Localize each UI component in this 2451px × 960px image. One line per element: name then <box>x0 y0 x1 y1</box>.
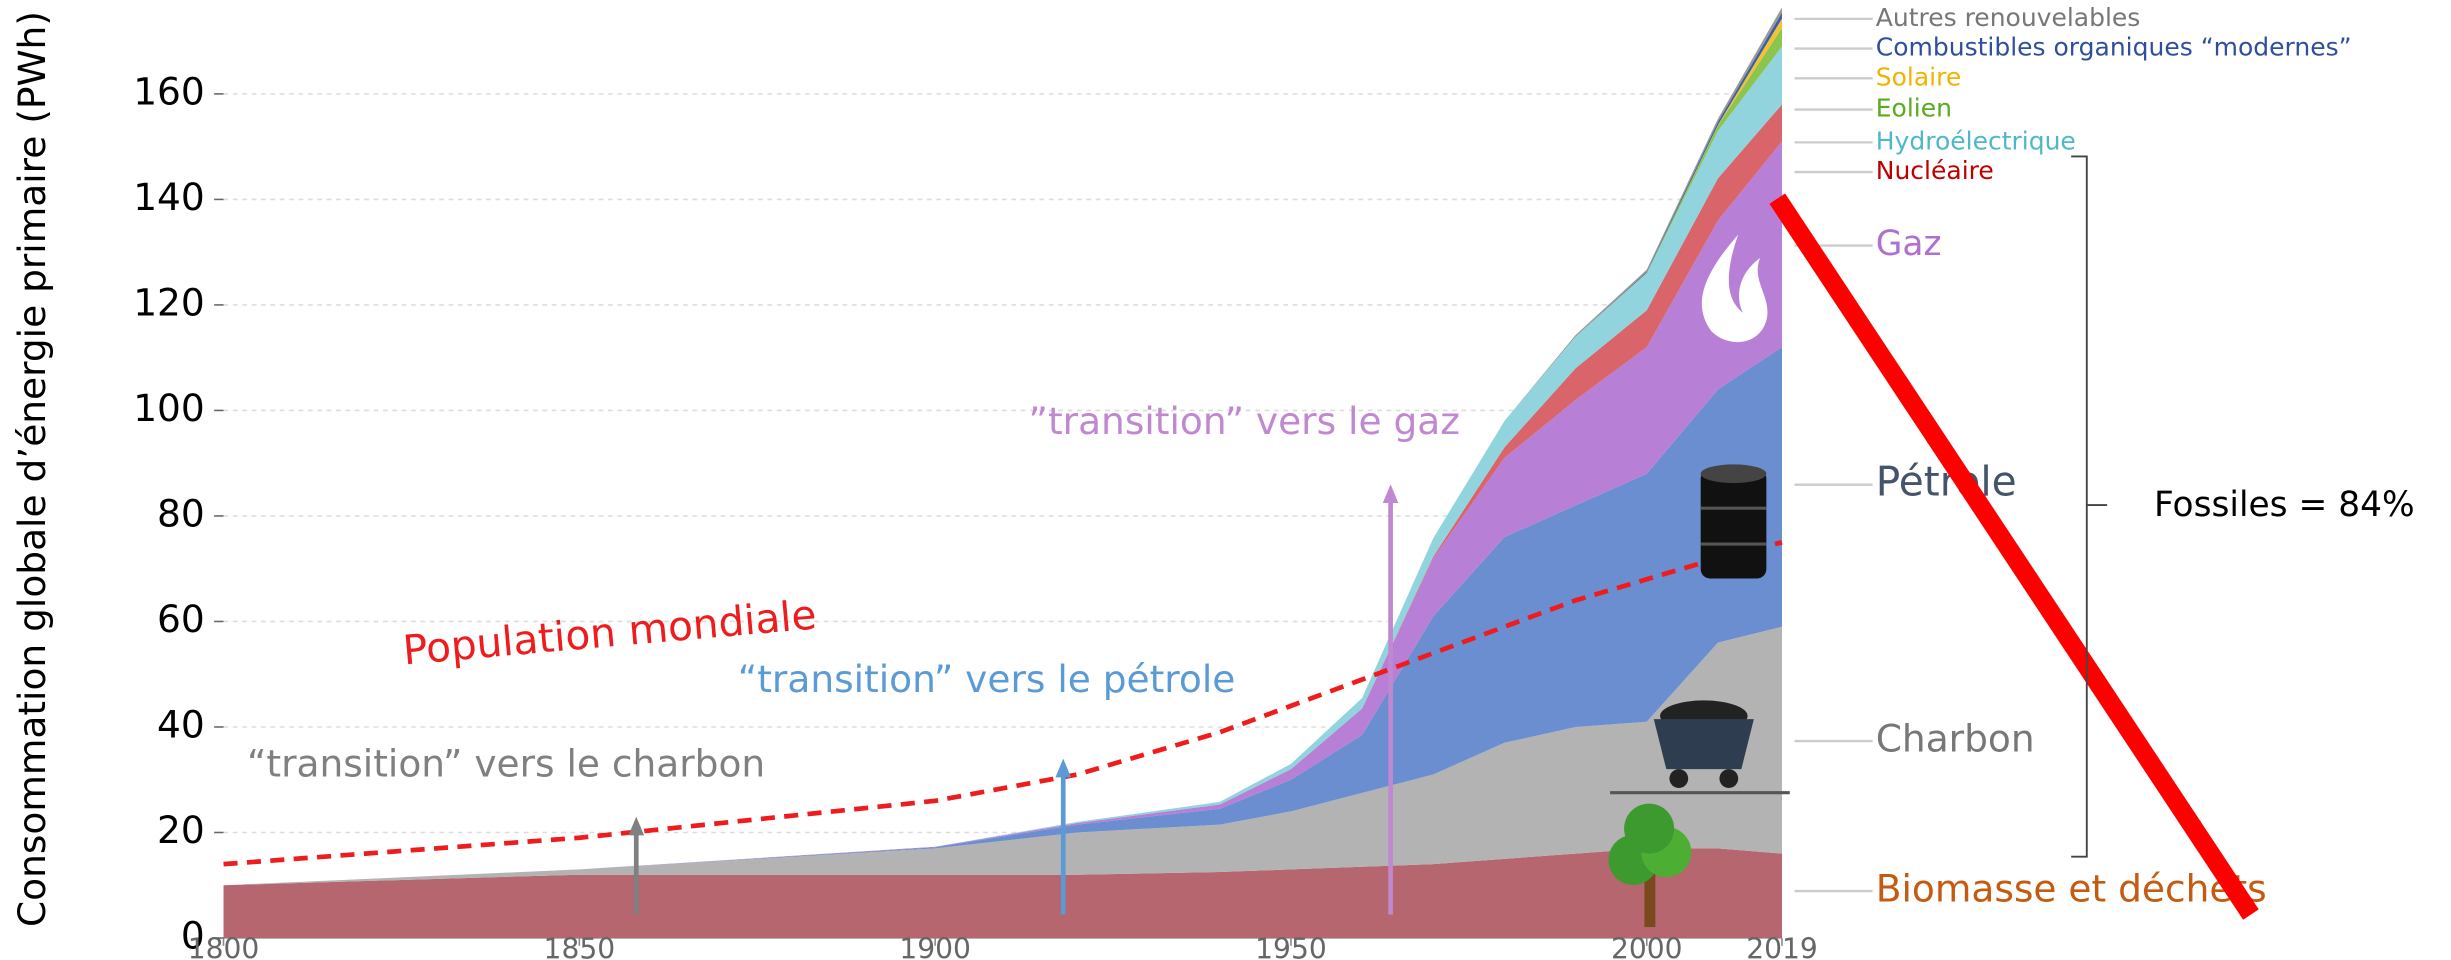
legend-label: Solaire <box>1876 62 1962 91</box>
tree-icon <box>1608 803 1692 928</box>
arrow-head <box>1382 484 1399 504</box>
y-tick-label: 20 <box>157 808 205 852</box>
y-tick-label: 60 <box>157 597 205 641</box>
x-tick-label: 2000 <box>1611 933 1683 960</box>
legend-label: Combustibles organiques “modernes” <box>1876 33 2352 62</box>
x-tick-label: 1900 <box>899 933 971 960</box>
transition-label: ”transition” vers le gaz <box>1029 399 1460 443</box>
y-tick-label: 40 <box>157 702 205 746</box>
y-tick-label: 100 <box>133 386 205 430</box>
x-tick-label: 1800 <box>188 933 260 960</box>
oil-barrel-icon <box>1700 464 1767 579</box>
x-tick-label: 1950 <box>1255 933 1327 960</box>
x-tick-label: 1850 <box>544 933 616 960</box>
y-tick-label: 80 <box>157 491 205 535</box>
fossil-bracket <box>2071 155 2108 858</box>
legend-label: Autres renouvelables <box>1876 3 2141 32</box>
legend-label: Eolien <box>1876 94 1952 123</box>
y-tick-label: 0 <box>181 913 205 957</box>
gas-flame-icon <box>1701 234 1768 343</box>
legend-label: Charbon <box>1876 717 2035 761</box>
y-tick-label: 160 <box>133 69 205 113</box>
coal-cart-icon <box>1610 700 1790 795</box>
arrow-head <box>628 816 645 836</box>
x-tick-label: 2019 <box>1746 933 1818 960</box>
population-line <box>223 540 1783 867</box>
legend-label: Biomasse et déchets <box>1876 867 2267 911</box>
emphasis-line <box>1769 193 2259 920</box>
y-tick-label: 140 <box>133 175 205 219</box>
legend-label: Hydroélectrique <box>1876 126 2076 155</box>
plot: 0 20 40 60 80 100 120 140 160 1800 1850 1900 1950 200… <box>133 3 2351 960</box>
area <box>223 141 1782 886</box>
transition-label: “transition” vers le pétrole <box>738 657 1236 701</box>
y-axis-label: Consommation globale d’énergie primaire … <box>10 11 54 927</box>
legend-label: Gaz <box>1876 224 1942 264</box>
transition-label: “transition” vers le charbon <box>247 742 765 786</box>
legend-label: Nucléaire <box>1876 156 1994 185</box>
fossil-note: Fossiles = 84% <box>2154 485 2415 525</box>
y-tick-label: 120 <box>133 280 205 324</box>
arrow-head <box>1055 758 1072 778</box>
